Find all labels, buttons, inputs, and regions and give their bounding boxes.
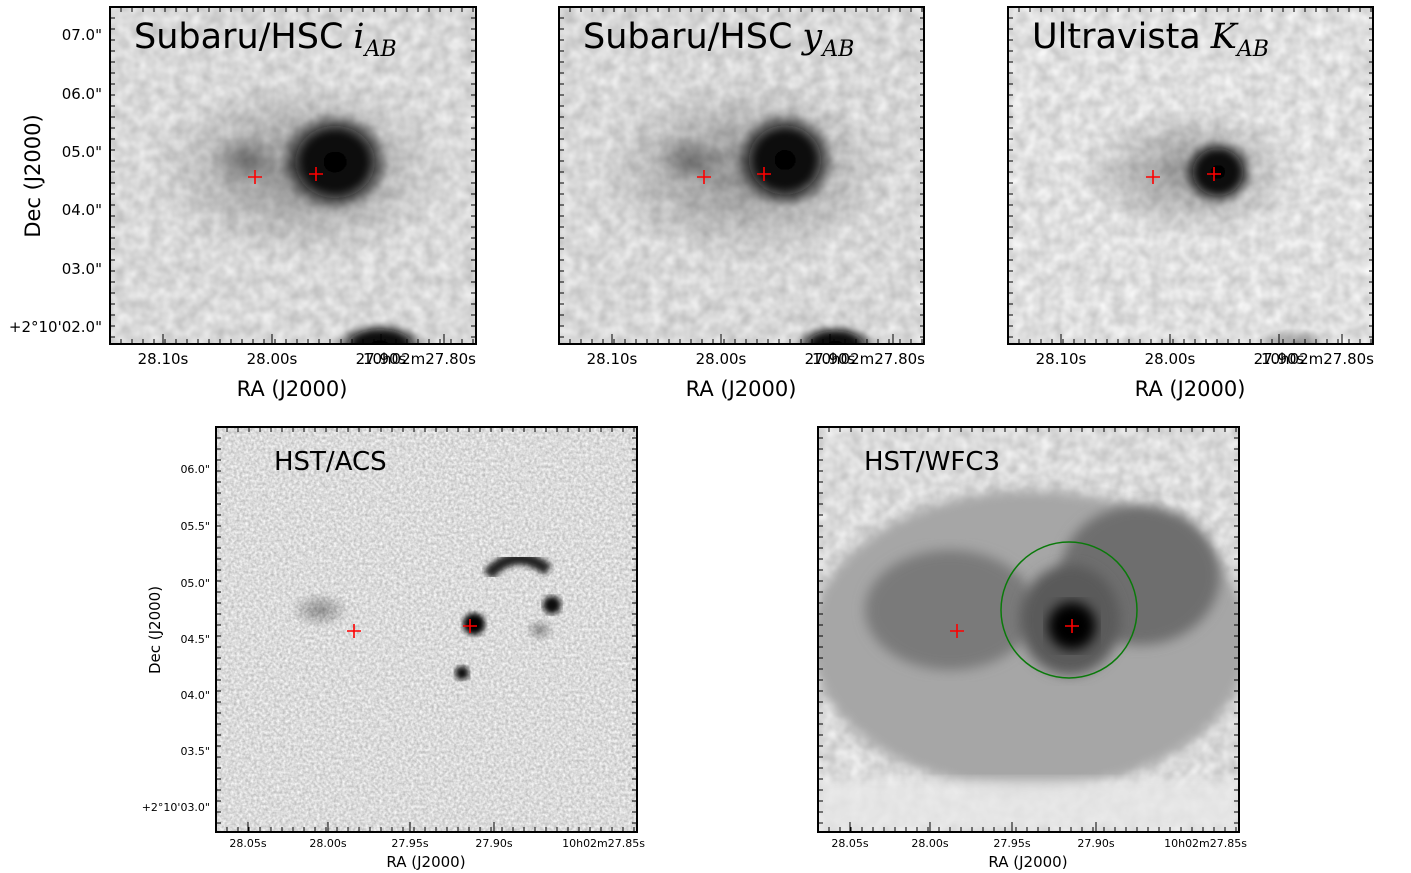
y-tick-label: 05.0" <box>62 143 102 161</box>
image-hsc-i <box>110 7 476 344</box>
x-axis-label: RA (J2000) <box>686 377 797 401</box>
x-tick-label: 27.90s <box>805 350 856 368</box>
y-tick-label: 04.0" <box>180 689 210 702</box>
x-tick-label: 27.95s <box>391 837 428 850</box>
y-tick-label: 03.5" <box>180 745 210 758</box>
image-hst-wfc3 <box>818 427 1239 832</box>
y-tick-label: +2°10'03.0" <box>142 801 210 814</box>
title-band: K <box>1210 17 1239 57</box>
x-tick-label: 10h02m27.80s <box>363 350 476 368</box>
x-tick-label: 27.95s <box>993 837 1030 850</box>
x-axis-label: RA (J2000) <box>988 853 1067 871</box>
x-tick-label: 28.10s <box>1036 350 1087 368</box>
x-tick-label: 28.05s <box>831 837 868 850</box>
x-tick-label: 10h02m27.80s <box>812 350 925 368</box>
x-tick-label: 28.00s <box>247 350 298 368</box>
y-tick-label: +2°10'02.0" <box>9 318 102 336</box>
x-tick-label: 27.90s <box>1077 837 1114 850</box>
x-tick-label: 28.00s <box>309 837 346 850</box>
title-band-sub: AB <box>820 37 854 62</box>
image-hst-acs <box>216 427 637 832</box>
y-tick-label: 05.5" <box>180 520 210 533</box>
x-tick-label: 28.00s <box>696 350 747 368</box>
title-band: y <box>800 17 823 57</box>
panel-title: HST/WFC3 <box>864 447 1000 477</box>
y-axis-label: Dec (J2000) <box>21 114 45 237</box>
panel-title: HST/ACS <box>274 447 387 477</box>
x-tick-label: 28.10s <box>587 350 638 368</box>
panel-title: Subaru/HSC iAB <box>134 17 397 62</box>
y-tick-label: 05.0" <box>180 577 210 590</box>
title-band: i <box>353 17 364 57</box>
panel-title: Subaru/HSC yAB <box>583 17 854 62</box>
x-tick-label: 10h02m27.85s <box>562 837 645 850</box>
x-tick-label: 10h02m27.80s <box>1261 350 1374 368</box>
x-tick-label: 28.00s <box>911 837 948 850</box>
x-tick-label: 28.05s <box>229 837 266 850</box>
crosses <box>248 167 1221 638</box>
x-tick-label: 28.00s <box>1145 350 1196 368</box>
image-ultravista-k <box>1008 7 1373 344</box>
x-tick-label: 28.10s <box>138 350 189 368</box>
panel-frames <box>109 6 1374 833</box>
y-tick-label: 04.5" <box>180 633 210 646</box>
y-tick-label: 06.0" <box>180 463 210 476</box>
x-axis-label: RA (J2000) <box>386 853 465 871</box>
y-tick-label: 03.0" <box>62 260 102 278</box>
x-tick-label: 27.90s <box>356 350 407 368</box>
image-hsc-y <box>559 7 924 344</box>
y-tick-label: 07.0" <box>62 26 102 44</box>
y-axis-label: Dec (J2000) <box>146 586 164 674</box>
title-text: Subaru/HSC <box>583 17 792 57</box>
x-tick-label: 10h02m27.85s <box>1164 837 1247 850</box>
title-text: Subaru/HSC <box>134 17 343 57</box>
title-band-sub: AB <box>1235 37 1269 62</box>
title-band-sub: AB <box>363 37 397 62</box>
panel-title: Ultravista KAB <box>1032 17 1269 62</box>
x-tick-label: 27.90s <box>475 837 512 850</box>
y-tick-label: 04.0" <box>62 201 102 219</box>
x-axis-label: RA (J2000) <box>237 377 348 401</box>
ticks <box>110 7 1374 832</box>
title-text: Ultravista <box>1032 17 1201 57</box>
y-tick-label: 06.0" <box>62 85 102 103</box>
x-tick-label: 27.90s <box>1254 350 1305 368</box>
x-axis-label: RA (J2000) <box>1135 377 1246 401</box>
